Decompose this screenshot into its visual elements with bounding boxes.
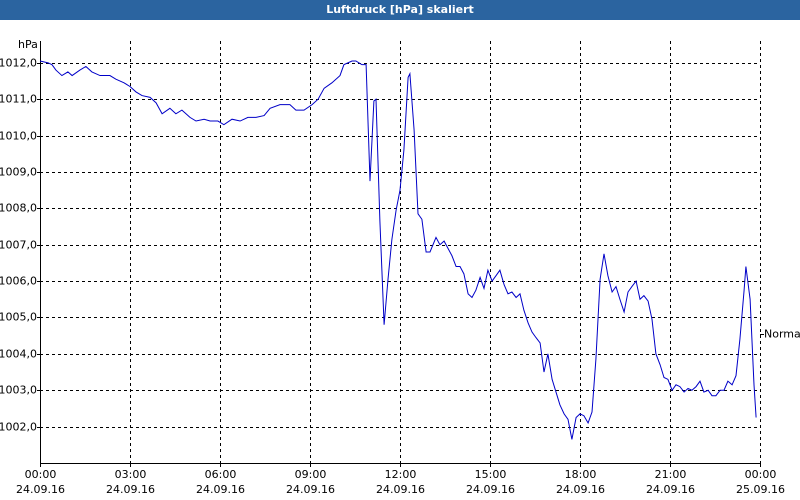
x-tick-label: 09:00 [295,468,327,481]
x-tick-date: 24.09.16 [376,483,425,496]
x-tick-label: 12:00 [385,468,417,481]
x-tick-date: 24.09.16 [466,483,515,496]
y-tick-label: 1010,0 [0,130,37,143]
x-tick-date: 24.09.16 [286,483,335,496]
x-tick-date: 24.09.16 [16,483,65,496]
y-tick-label: 1008,0 [0,202,37,215]
x-tick-label: 21:00 [655,468,687,481]
y-tick-label: 1012,0 [0,57,37,70]
data-line [39,60,757,440]
y-tick-label: 1004,0 [0,348,37,361]
chart-title: Luftdruck [hPa] skaliert [326,3,474,16]
x-tick-label: 15:00 [475,468,507,481]
normal-label: Normal [764,328,800,341]
x-tick-date: 25.09.16 [736,483,785,496]
x-tick-label: 06:00 [205,468,237,481]
y-tick-label: 1007,0 [0,239,37,252]
y-unit: hPa [18,38,38,51]
y-tick-label: 1011,0 [0,93,37,106]
x-tick-label: 00:00 [25,468,57,481]
x-tick-label: 03:00 [115,468,147,481]
x-tick-date: 24.09.16 [106,483,155,496]
y-tick-label: 1005,0 [0,311,37,324]
title-bar [0,0,800,20]
x-tick-date: 24.09.16 [556,483,605,496]
x-tick-label: 18:00 [565,468,597,481]
y-tick-label: 1006,0 [0,275,37,288]
x-tick-label: 00:00 [745,468,777,481]
x-tick-date: 24.09.16 [646,483,695,496]
y-tick-label: 1002,0 [0,421,37,434]
y-tick-label: 1009,0 [0,166,37,179]
y-tick-label: 1003,0 [0,384,37,397]
x-tick-date: 24.09.16 [196,483,245,496]
